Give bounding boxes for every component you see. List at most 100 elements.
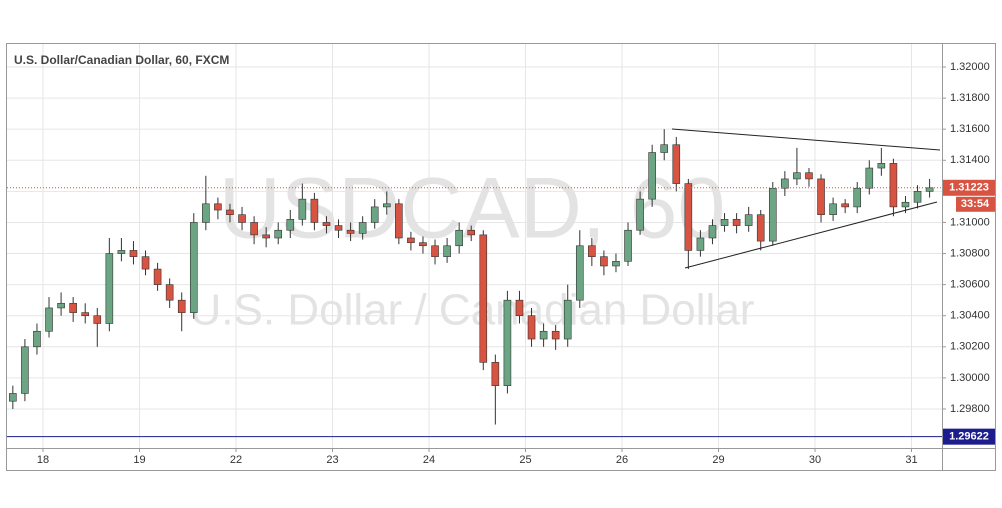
last-price-label: 1.31223 (949, 182, 989, 194)
candle-body (479, 234, 488, 363)
candle-body (805, 172, 813, 180)
candle-body (925, 187, 934, 192)
candle-body (226, 209, 234, 215)
candle-body (515, 299, 524, 317)
candle-body (129, 250, 138, 257)
candle-body (238, 214, 246, 223)
y-tick-label: 1.30000 (950, 372, 990, 384)
candle-body (841, 203, 849, 208)
candle-body (889, 163, 898, 208)
candle-body (455, 229, 463, 247)
x-tick-label: 29 (712, 454, 724, 466)
candle-body (527, 315, 536, 340)
candle-body (781, 178, 789, 189)
candle-body (358, 222, 367, 234)
candle-body (262, 234, 270, 239)
y-tick-label: 1.30200 (950, 341, 990, 353)
candle-body (250, 222, 258, 236)
axes: 1.29800 1.30000 1.30200 1.30400 1.30600 1.308… (37, 61, 995, 466)
candle-body (395, 203, 403, 239)
candle-body (57, 302, 65, 309)
candle-body (624, 229, 632, 262)
y-tick-label: 1.30800 (950, 247, 990, 259)
candle-body (720, 219, 729, 226)
x-tick-label: 23 (326, 454, 338, 466)
candle-body (45, 307, 53, 332)
candle-body (214, 203, 222, 211)
candle-body (298, 198, 307, 220)
x-tick-label: 26 (616, 454, 628, 466)
candle-body (443, 245, 451, 257)
plot (7, 129, 942, 438)
candle-body (141, 256, 150, 270)
candle-body (431, 245, 439, 257)
candle-body (189, 222, 198, 313)
candle-body (334, 225, 343, 231)
candle-body (177, 299, 186, 313)
x-tick-label: 24 (423, 454, 435, 466)
candle-body (539, 330, 548, 340)
candle-body (793, 172, 801, 180)
candle-body (93, 315, 102, 324)
candle-body (865, 167, 874, 189)
y-tick-label: 1.30600 (950, 279, 990, 291)
candle-body (69, 302, 77, 313)
candle-body (877, 163, 886, 169)
candle-body (696, 237, 705, 251)
candle-body (153, 268, 162, 285)
candle-body (756, 214, 765, 242)
candle-body (467, 229, 476, 236)
candle-body (913, 191, 922, 203)
candle-body (346, 229, 355, 234)
candle-body (648, 152, 656, 200)
candle-body (563, 299, 572, 340)
candle-body (33, 330, 41, 348)
chart-title: U.S. Dollar/Canadian Dollar, 60, FXCM (14, 53, 229, 67)
candle-body (105, 253, 114, 324)
candle-body (81, 312, 90, 317)
y-tick-label: 1.30400 (950, 310, 990, 322)
last-price-box (943, 179, 995, 196)
candle-body (274, 229, 283, 239)
trendline-upper (671, 128, 941, 151)
candle-body (768, 187, 777, 242)
candle-body (322, 222, 331, 226)
candle-body (310, 198, 319, 223)
x-tick-label: 31 (905, 454, 917, 466)
candle-body (612, 261, 620, 267)
candle-body (382, 203, 391, 208)
candle-body (21, 346, 29, 394)
grid (7, 44, 942, 448)
candle-body (551, 330, 560, 340)
candle-body (575, 245, 584, 301)
x-tick-label: 19 (133, 454, 145, 466)
candle-body (829, 203, 837, 215)
candle-body (660, 144, 669, 153)
candle-body (419, 242, 427, 247)
candle-body (202, 203, 210, 223)
y-tick-label: 1.31600 (950, 123, 990, 135)
x-tick-label: 18 (37, 454, 49, 466)
candle-body (9, 393, 17, 402)
candle-body (165, 284, 174, 301)
candle-body (744, 214, 753, 226)
countdown-label: 33:54 (961, 198, 990, 210)
candle-body (286, 219, 295, 231)
candle-body (708, 225, 717, 239)
chart-frame (6, 43, 996, 471)
candle-body (117, 250, 126, 254)
candle-body (684, 183, 693, 251)
y-tick-label: 1.31400 (950, 154, 990, 166)
trendline-lower (684, 201, 938, 269)
candle-body (491, 362, 500, 386)
candle-body (672, 144, 681, 184)
watermark-subtitle: U.S. Dollar / Canadian Dollar (190, 286, 755, 335)
candle-body (503, 299, 512, 386)
candle-body (853, 187, 862, 208)
candle-body (732, 219, 741, 226)
horizontal-line-label: 1.29622 (949, 431, 989, 443)
candle-body (407, 237, 415, 243)
y-tick-label: 1.32000 (950, 61, 990, 73)
x-tick-label: 22 (230, 454, 242, 466)
